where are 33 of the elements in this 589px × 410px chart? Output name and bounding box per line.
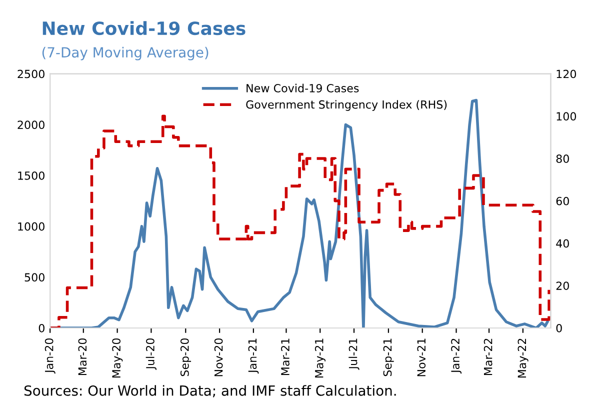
x-tick-label: Mar-21: [281, 338, 290, 376]
x-tick-label: May-20: [112, 338, 123, 378]
y2-tick-label: 120: [556, 70, 576, 78]
y-tick-label: 500: [24, 273, 44, 282]
y2-tick-label: 40: [556, 239, 569, 248]
x-tick-label: Sep-20: [180, 338, 192, 376]
chart-subtitle: (7-Day Moving Average): [42, 46, 208, 60]
y2-tick-label: 80: [556, 154, 569, 163]
source-note: Sources: Our World in Data; and IMF staff Calculation.: [24, 385, 396, 398]
y-tick-label: 1000: [18, 222, 44, 231]
y-tick-label: 0: [38, 324, 44, 332]
legend-label: New Covid-19 Cases: [246, 84, 359, 92]
y2-tick-label: 0: [556, 324, 562, 332]
x-tick-label: Jul-20: [146, 338, 156, 370]
x-tick-label: Jan-20: [44, 338, 56, 374]
x-tick-label: Mar-22: [484, 338, 492, 376]
chart-title: New Covid-19 Cases: [42, 21, 246, 36]
y2-tick-label: 60: [556, 196, 569, 206]
y-tick-label: 1500: [18, 171, 44, 180]
y-tick-label: 2000: [18, 120, 44, 130]
x-tick-label: Jul-21: [348, 338, 360, 370]
x-tick-label: May-22: [518, 338, 528, 378]
x-tick-label: Sep-21: [383, 338, 394, 376]
x-tick-label: Jan-22: [451, 338, 462, 374]
legend-label: Government Stringency Index (RHS): [246, 100, 447, 111]
x-tick-label: Nov-20: [214, 338, 223, 376]
x-tick-label: Jan-21: [248, 338, 259, 374]
y-tick-label: 2500: [18, 70, 44, 78]
x-tick-label: Mar-20: [78, 338, 87, 376]
x-tick-label: May-21: [314, 338, 326, 378]
y2-tick-label: 100: [556, 112, 576, 121]
y2-tick-label: 20: [556, 282, 569, 290]
x-tick-label: Nov-21: [417, 338, 426, 376]
